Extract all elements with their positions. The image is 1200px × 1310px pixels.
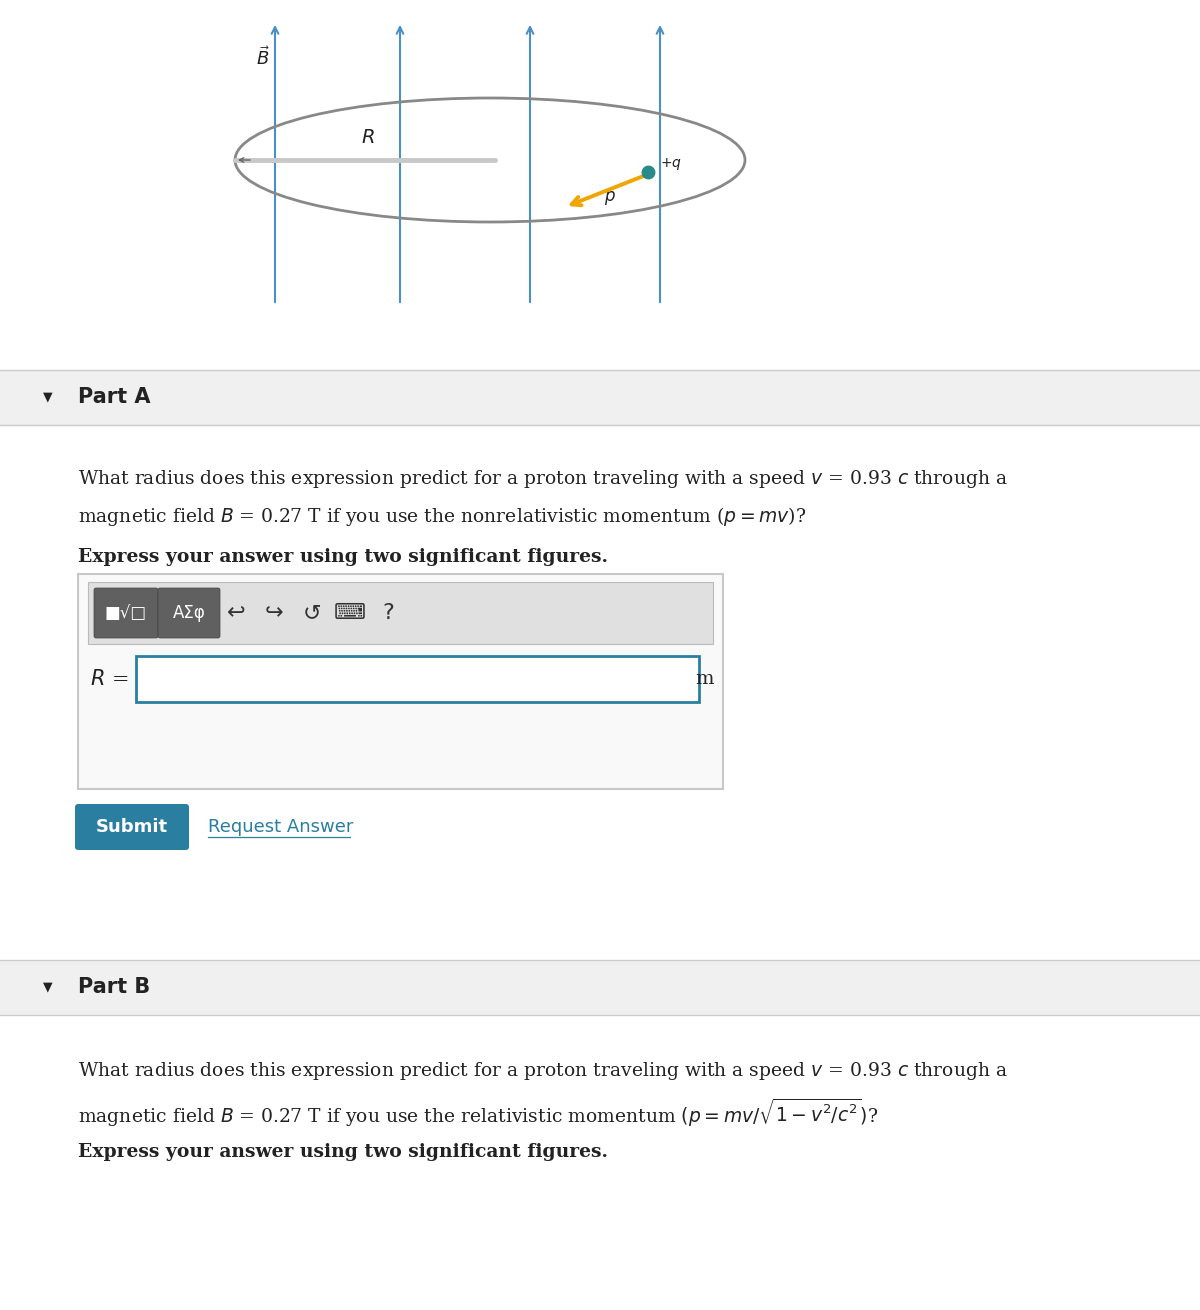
Text: ΑΣφ: ΑΣφ [173, 604, 205, 622]
Bar [0, 424, 1200, 960]
Bar [78, 574, 722, 789]
Text: $p$: $p$ [604, 189, 616, 207]
Text: Part A: Part A [78, 386, 150, 407]
FancyBboxPatch shape [158, 588, 220, 638]
Text: ⌨: ⌨ [334, 603, 366, 624]
Text: $R$ =: $R$ = [90, 669, 128, 689]
Text: Express your answer using two significant figures.: Express your answer using two significan… [78, 548, 608, 566]
Text: $+q$: $+q$ [660, 156, 682, 172]
FancyBboxPatch shape [74, 804, 190, 850]
Text: magnetic field $B$ = 0.27 T if you use the relativistic momentum $(p = mv/\sqrt{: magnetic field $B$ = 0.27 T if you use t… [78, 1096, 878, 1129]
Text: Part B: Part B [78, 977, 150, 997]
Text: What radius does this expression predict for a proton traveling with a speed $v$: What radius does this expression predict… [78, 1060, 1008, 1082]
Text: ↩: ↩ [227, 603, 245, 624]
Text: ▼: ▼ [43, 390, 53, 403]
Text: $\vec{B}$: $\vec{B}$ [256, 47, 270, 69]
Text: Express your answer using two significant figures.: Express your answer using two significan… [78, 1144, 608, 1161]
Bar [0, 0, 1200, 369]
Text: magnetic field $B$ = 0.27 T if you use the nonrelativistic momentum ($p = mv$)?: magnetic field $B$ = 0.27 T if you use t… [78, 504, 806, 528]
Text: ?: ? [382, 603, 394, 624]
Text: ▼: ▼ [43, 980, 53, 993]
Text: Submit: Submit [96, 817, 168, 836]
Text: ↪: ↪ [265, 603, 283, 624]
Text: Request Answer: Request Answer [208, 817, 353, 836]
Bar [0, 369, 1200, 424]
Text: ■√□: ■√□ [104, 604, 148, 622]
Bar [0, 960, 1200, 1015]
Bar [0, 1015, 1200, 1310]
Bar [136, 656, 698, 702]
Text: What radius does this expression predict for a proton traveling with a speed $v$: What radius does this expression predict… [78, 468, 1008, 490]
FancyBboxPatch shape [94, 588, 158, 638]
Text: m: m [696, 669, 714, 688]
Text: ↺: ↺ [302, 603, 322, 624]
Text: $R$: $R$ [361, 128, 374, 147]
Bar [88, 582, 713, 645]
